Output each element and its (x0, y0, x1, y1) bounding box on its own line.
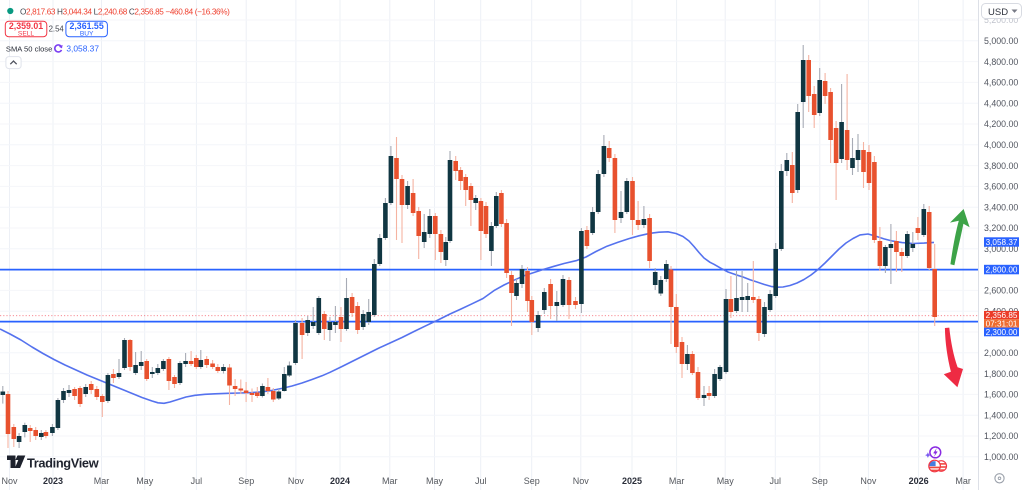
svg-text:O2,817.63 H3,044.34 L2,240.68: O2,817.63 H3,044.34 L2,240.68 C2,356.85 … (20, 8, 230, 17)
svg-text:3,058.37: 3,058.37 (66, 43, 99, 53)
svg-text:1,800.00: 1,800.00 (984, 369, 1018, 379)
svg-text:2,000.00: 2,000.00 (984, 348, 1018, 358)
svg-text:Mar: Mar (955, 476, 971, 486)
svg-text:Jul: Jul (770, 476, 782, 486)
svg-text:Sep: Sep (238, 476, 254, 486)
svg-text:2,800.00: 2,800.00 (986, 265, 1018, 274)
svg-text:3,600.00: 3,600.00 (984, 182, 1018, 192)
svg-text:4,200.00: 4,200.00 (984, 119, 1018, 129)
svg-text:Jul: Jul (475, 476, 487, 486)
svg-text:Jul: Jul (191, 476, 203, 486)
svg-text:2,359.01: 2,359.01 (9, 21, 43, 31)
svg-text:Mar: Mar (94, 476, 110, 486)
svg-text:May: May (426, 476, 444, 486)
svg-text:2025: 2025 (622, 476, 642, 486)
svg-text:USD: USD (988, 7, 1008, 18)
svg-text:1,600.00: 1,600.00 (984, 390, 1018, 400)
svg-text:SELL: SELL (18, 31, 34, 38)
svg-text:May: May (717, 476, 735, 486)
svg-text:5,000.00: 5,000.00 (984, 36, 1018, 46)
svg-text:4,800.00: 4,800.00 (984, 57, 1018, 67)
svg-text:BUY: BUY (80, 31, 94, 38)
svg-text:3,200.00: 3,200.00 (984, 223, 1018, 233)
svg-text:3,800.00: 3,800.00 (984, 161, 1018, 171)
svg-text:Nov: Nov (288, 476, 305, 486)
svg-text:1,000.00: 1,000.00 (984, 452, 1018, 462)
svg-text:4,400.00: 4,400.00 (984, 98, 1018, 108)
svg-text:2024: 2024 (330, 476, 350, 486)
svg-text:SMA 50 close: SMA 50 close (6, 44, 52, 53)
svg-text:2.54: 2.54 (49, 25, 65, 34)
svg-text:1,400.00: 1,400.00 (984, 410, 1018, 420)
svg-text:Mar: Mar (382, 476, 398, 486)
svg-text:4,000.00: 4,000.00 (984, 140, 1018, 150)
svg-text:Sep: Sep (812, 476, 828, 486)
svg-text:Nov: Nov (1, 476, 18, 486)
svg-text:1,200.00: 1,200.00 (984, 431, 1018, 441)
svg-text:3,400.00: 3,400.00 (984, 202, 1018, 212)
svg-text:2023: 2023 (43, 476, 63, 486)
svg-text:Sep: Sep (524, 476, 540, 486)
svg-text:2,600.00: 2,600.00 (984, 286, 1018, 296)
svg-text:Nov: Nov (860, 476, 877, 486)
svg-text:Mar: Mar (669, 476, 685, 486)
svg-text:May: May (136, 476, 154, 486)
svg-text:3,058.37: 3,058.37 (986, 238, 1018, 247)
svg-text:2,361.55: 2,361.55 (69, 21, 103, 31)
svg-text:TradingView: TradingView (27, 456, 99, 471)
svg-text:2,300.00: 2,300.00 (986, 328, 1018, 337)
svg-text:2026: 2026 (909, 476, 929, 486)
svg-text:4,600.00: 4,600.00 (984, 78, 1018, 88)
svg-text:Nov: Nov (573, 476, 590, 486)
